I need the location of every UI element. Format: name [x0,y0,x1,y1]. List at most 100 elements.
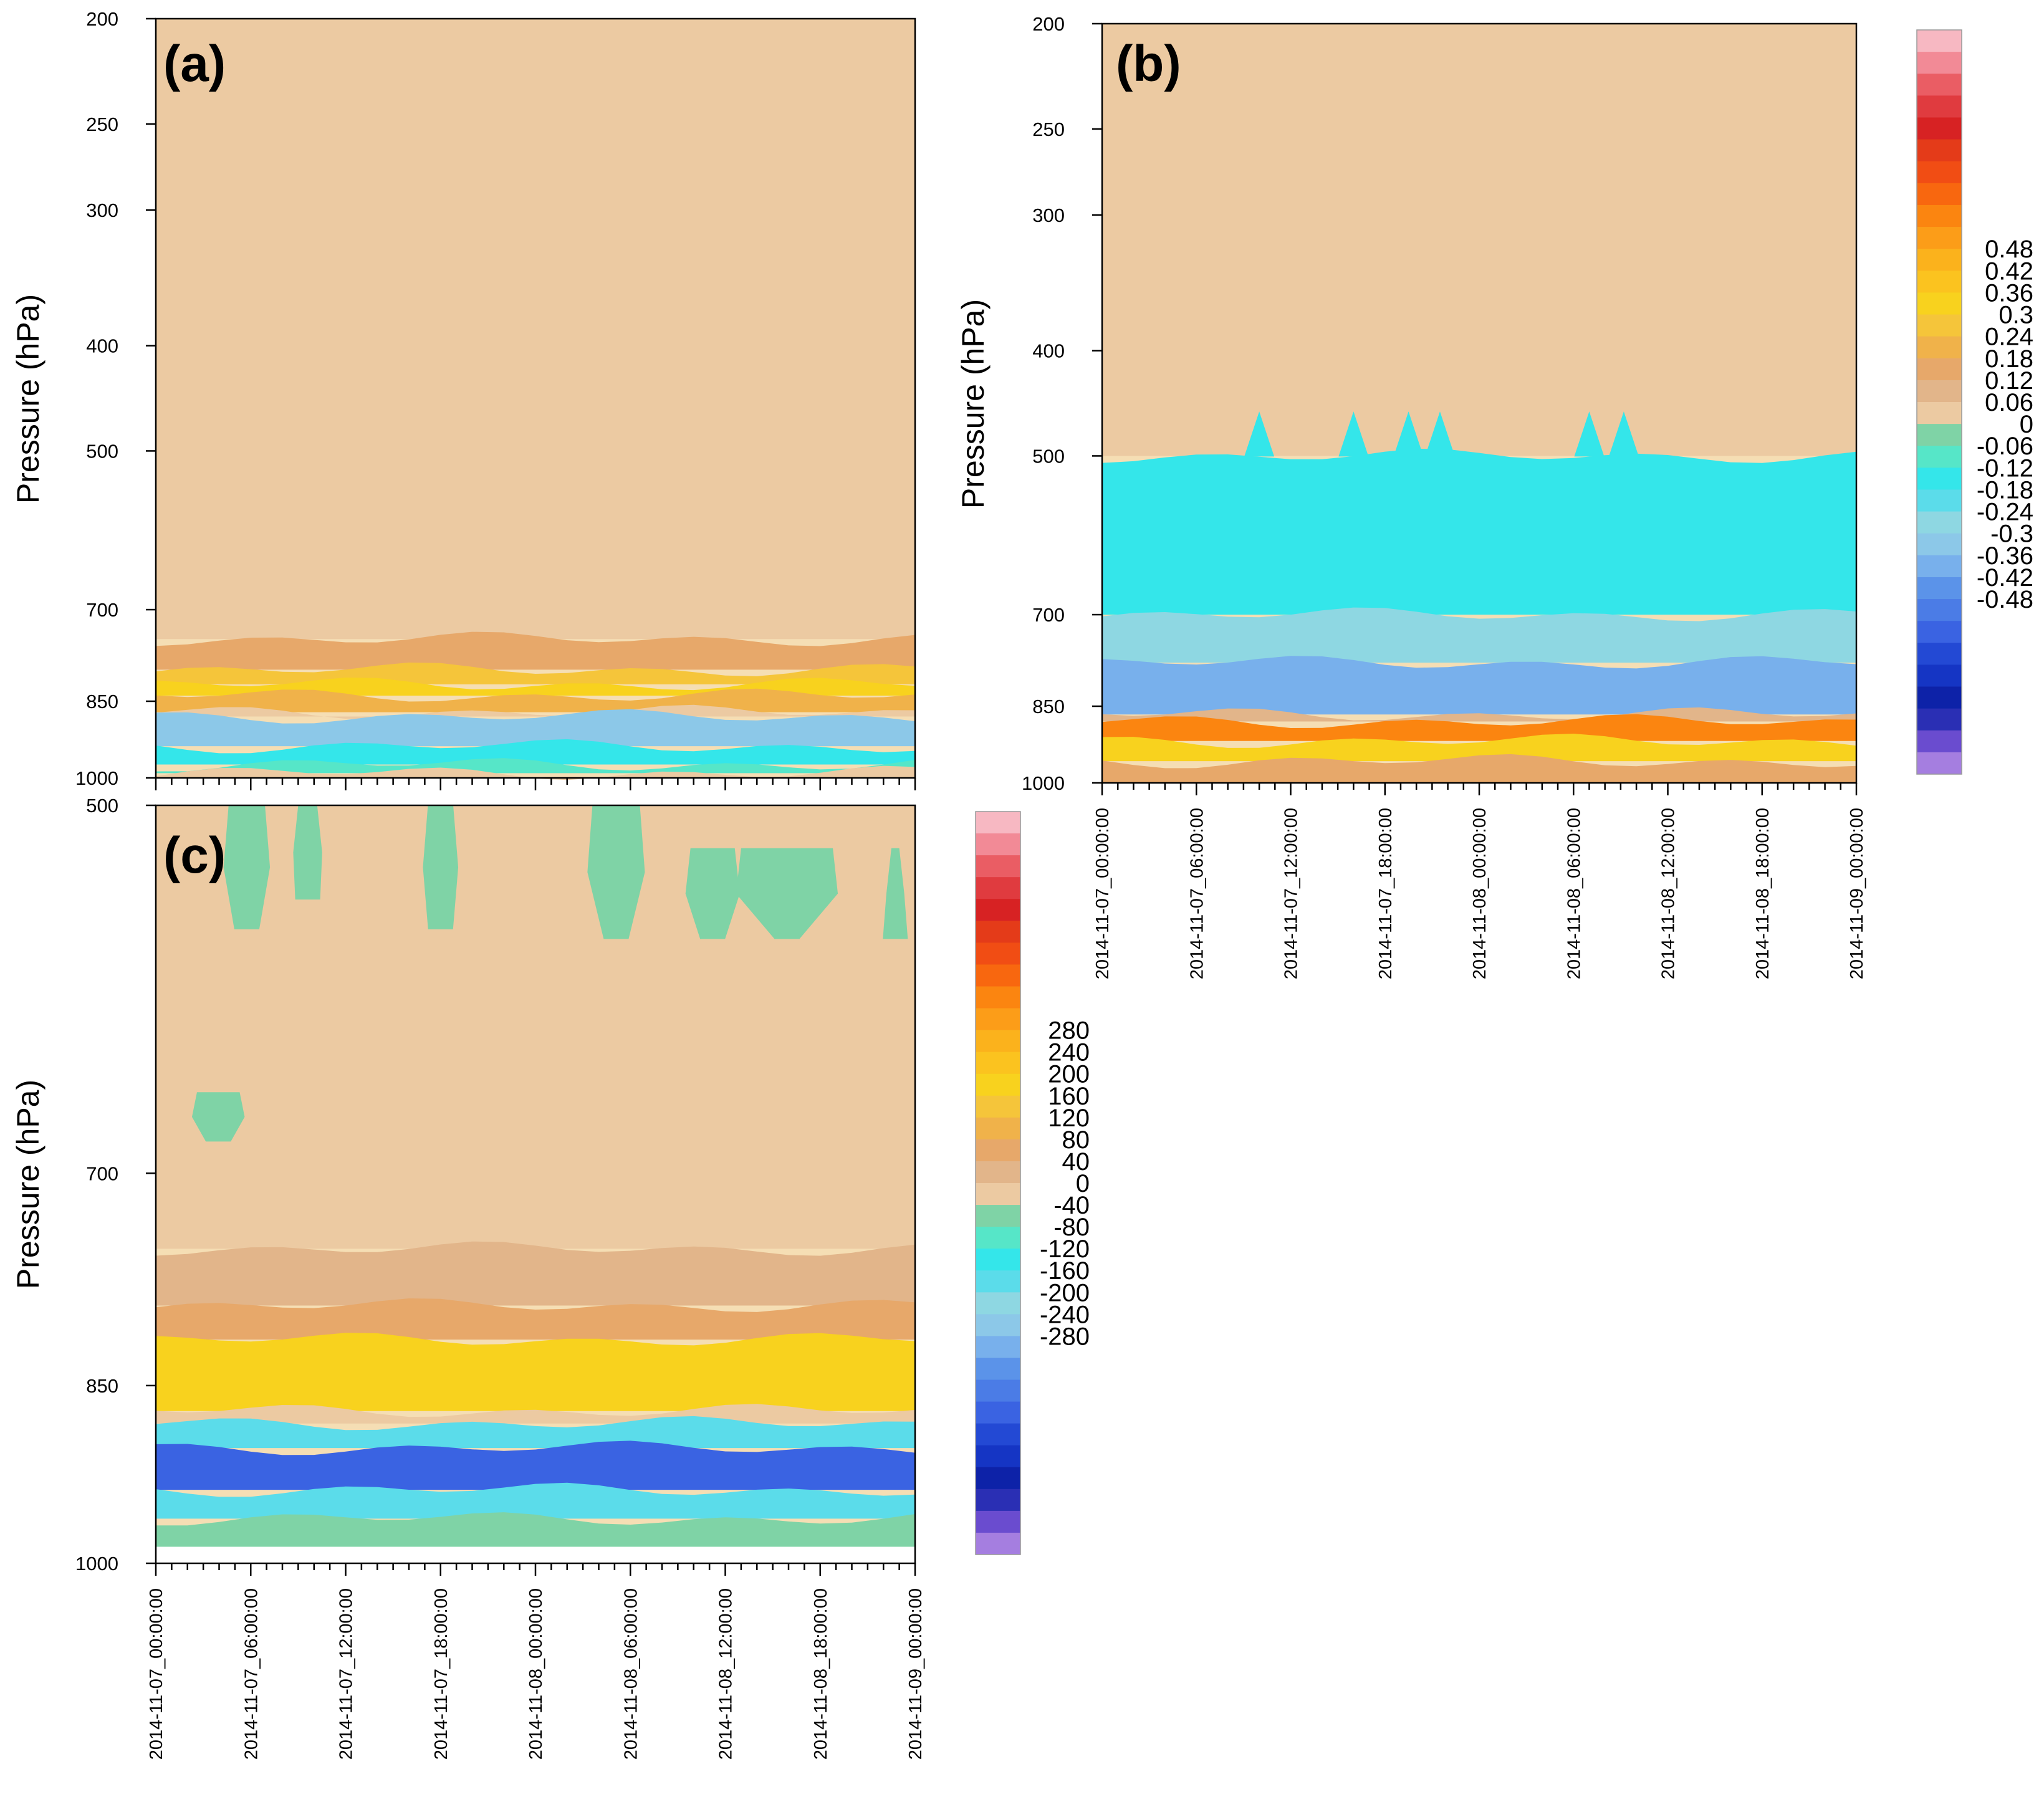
colorbar-label: -0.3 [1990,520,2033,548]
colorbar-label: -40 [1053,1192,1090,1219]
contour-band [156,1440,915,1490]
x-tick-label: 2014-11-09_00:00:00 [1847,808,1867,979]
colorbar-label: 200 [1048,1061,1090,1088]
contour-patch [223,805,271,929]
colorbar-swatch [1917,577,1962,600]
colorbar-label: -0.12 [1977,454,2033,482]
colorbar-swatch [1917,380,1962,403]
colorbar-swatch [976,1379,1020,1402]
contour-band [156,704,915,719]
y-axis-title: Pressure (hPa) [956,299,991,509]
colorbar-swatch [1917,424,1962,446]
colorbar-frame [975,811,1021,1555]
colorbar-label: 0.36 [1985,279,2033,307]
y-tick-label: 200 [1032,13,1065,35]
panel-b: 200 250 300 400 500 700 850 1000 2014-11-07_00:0… [956,13,1867,979]
contour-peak [1393,411,1424,457]
colorbar-swatch [976,899,1020,921]
colorbar-swatch [976,812,1020,834]
y-tick-label: 400 [86,335,118,357]
colorbar-swatch [1917,74,1962,96]
colorbar-c: 28024020016012080400-40-80-120-160-200-2… [975,811,1090,1555]
colorbar-swatch [1917,752,1962,775]
colorbar-swatch [976,1488,1020,1512]
colorbar-label: 0.24 [1985,324,2033,351]
colorbar-swatch [1917,30,1962,52]
colorbar-label: -0.24 [1977,499,2033,526]
y-tick-label: 850 [86,691,118,712]
contour-band [156,1416,915,1449]
colorbar-swatch [1917,117,1962,140]
x-tick-label: 2014-11-07_06:00:00 [241,1588,261,1760]
y-tick-label: 300 [86,199,118,221]
colorbar-swatch [1917,139,1962,162]
colorbar-swatch [1917,708,1962,731]
colorbar-swatch [976,1161,1020,1184]
colorbar-swatch [1917,402,1962,424]
colorbar-label: -0.48 [1977,586,2033,613]
y-tick-label: 250 [1032,118,1065,140]
y-tick-label: 1000 [1022,772,1065,794]
colorbar-label: -240 [1040,1301,1090,1328]
colorbar-frame [1916,29,1962,775]
colorbar-swatch [1917,204,1962,228]
y-axis-title: Pressure (hPa) [11,294,46,504]
contour-band [156,688,915,712]
contour-band [156,1404,915,1424]
colorbar-swatch [1917,358,1962,381]
contour-band [1102,754,1856,783]
colorbar-swatch [1917,183,1962,206]
contour-band [156,739,915,765]
colorbar-swatch [976,1358,1020,1381]
colorbar-swatch [1917,555,1962,578]
x-tick-label: 2014-11-07_12:00:00 [337,1588,357,1760]
x-tick-label: 2014-11-08_06:00:00 [1564,808,1584,979]
x-tick-label: 2014-11-07_00:00:00 [1093,808,1113,979]
colorbar-swatch [976,986,1020,1009]
colorbar-swatch [976,1073,1020,1096]
colorbar-swatch [976,855,1020,878]
colorbar-swatch [976,877,1020,899]
colorbar-swatch [976,1030,1020,1053]
contour-band [156,709,915,747]
colorbar-swatch [1917,95,1962,118]
colorbar-swatch [1917,621,1962,643]
colorbar-label: 0.12 [1985,367,2033,395]
contour-band [156,1482,915,1519]
y-tick-label: 300 [1032,204,1065,226]
colorbar-swatch [1917,686,1962,709]
colorbar-label: -80 [1053,1214,1090,1241]
contour-peak [1424,411,1455,457]
panel-letter: (b) [1116,36,1181,92]
contour-band [156,19,915,640]
colorbar-label: 0.3 [1998,302,2033,329]
colorbar-label: 280 [1048,1017,1090,1045]
colorbar-swatch [976,942,1020,965]
colorbar-label: -120 [1040,1235,1090,1263]
y-tick-label: 850 [1032,696,1065,717]
y-tick-label: 500 [1032,445,1065,467]
contour-peak [1574,411,1605,457]
x-tick-label: 2014-11-07_18:00:00 [1376,808,1396,979]
colorbar-swatch [976,1139,1020,1162]
colorbar-swatch [1917,511,1962,534]
contour-band [156,1333,915,1411]
colorbar-b: 0.480.420.360.30.240.180.120.060-0.06-0.… [1916,29,2033,775]
x-tick-label: 2014-11-08_12:00:00 [1659,808,1679,979]
y-tick-label: 250 [86,113,118,135]
contour-patch [587,805,645,939]
y-tick-label: 700 [1032,604,1065,626]
below-ground-mask [156,1546,915,1563]
contour-band [1102,734,1856,762]
colorbar-label: 0 [2020,411,2033,438]
colorbar-swatch [976,1336,1020,1358]
x-tick-label: 2014-11-09_00:00:00 [906,1588,926,1760]
colorbar-swatch [1917,249,1962,271]
colorbar-swatch [976,1205,1020,1227]
contour-band [1102,448,1856,615]
y-tick-label: 400 [1032,340,1065,362]
colorbar-swatch [976,1401,1020,1424]
panel-c: 500 700 850 1000 2014-11-07_00:00:00 2014-11-… [11,795,926,1760]
x-tick-label: 2014-11-08_18:00:00 [1753,808,1773,979]
x-tick-label: 2014-11-08_00:00:00 [526,1588,546,1760]
